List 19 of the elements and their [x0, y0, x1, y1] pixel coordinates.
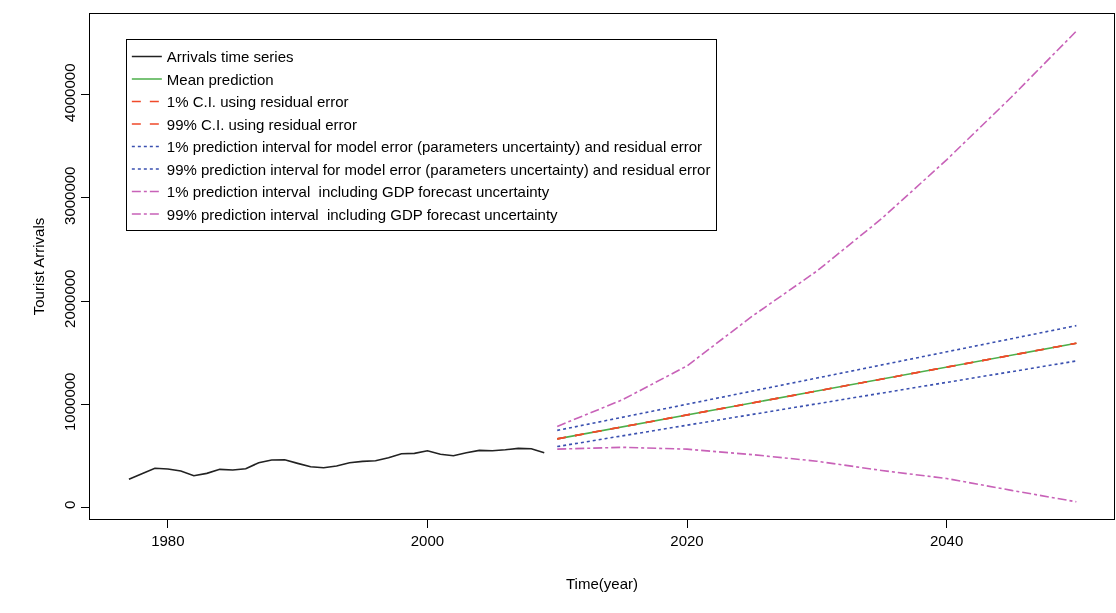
y-tick-label: 0 — [61, 500, 78, 509]
legend-label: 99% prediction interval for model error (parameters uncertainty) and residual error — [166, 160, 711, 178]
x-tick-label: 2000 — [410, 532, 445, 549]
x-tick-label: 2040 — [929, 532, 964, 549]
y-axis-title: Tourist Arrivals — [30, 217, 48, 316]
legend-label: 1% C.I. using residual error — [166, 93, 349, 111]
legend-label: 99% prediction interval including GDP forecast uncertainty — [166, 205, 559, 223]
legend-label: Mean prediction — [166, 70, 274, 88]
y-tick-label: 4000000 — [61, 63, 78, 122]
x-tick-label: 1980 — [151, 532, 185, 549]
x-tick-label: 2020 — [670, 532, 704, 549]
y-tick-label: 3000000 — [61, 166, 78, 225]
y-tick-label: 2000000 — [61, 269, 78, 328]
legend-label: 99% C.I. using residual error — [166, 115, 357, 133]
legend-label: Arrivals time series — [166, 48, 294, 66]
legend-label: 1% prediction interval for model error (parameters uncertainty) and residual error — [166, 138, 703, 156]
y-tick-label: 1000000 — [61, 372, 78, 431]
legend-label: 1% prediction interval including GDP forecast uncertainty — [166, 183, 550, 201]
x-axis-title: Time(year) — [566, 575, 638, 592]
